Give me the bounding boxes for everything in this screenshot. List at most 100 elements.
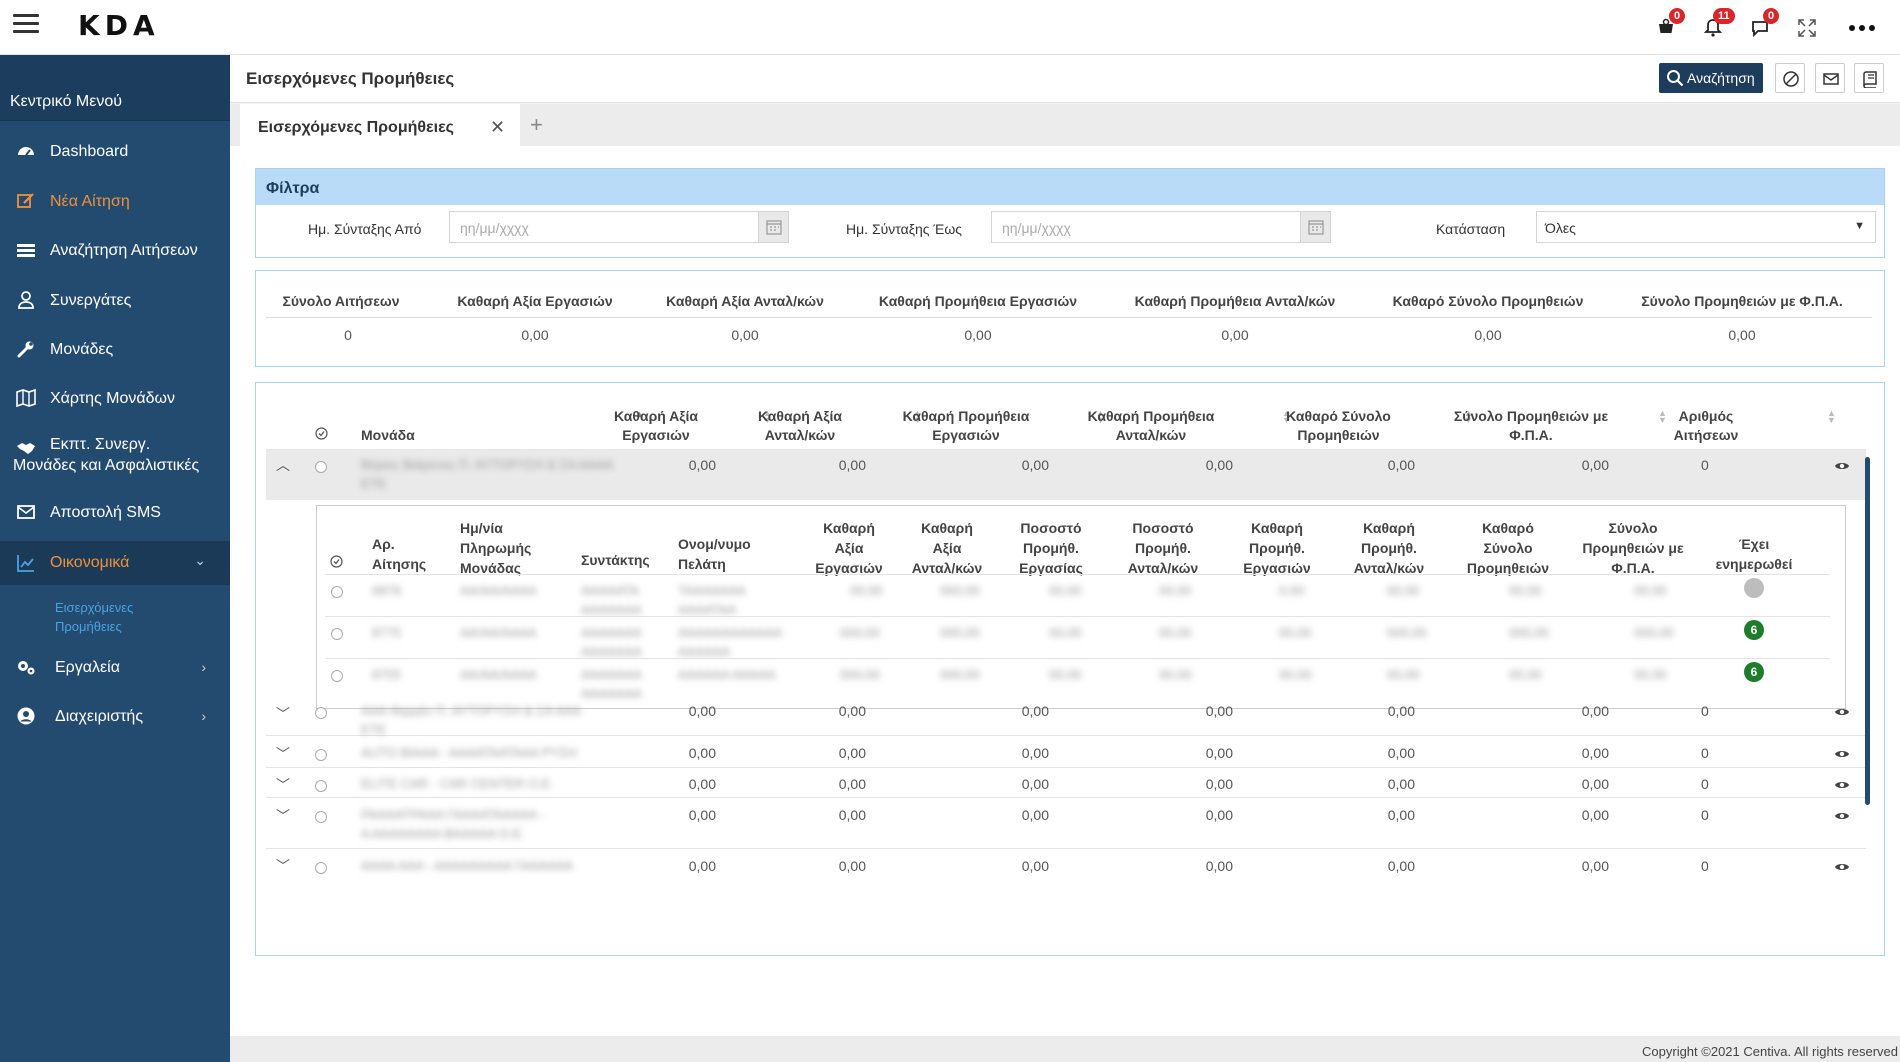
column-header-net-work-commission[interactable]: Καθαρή Προμήθεια Εργασιών [902, 408, 1030, 443]
sidebar-item-discount-partners[interactable]: Εκπτ. Συνεργ. Μονάδες και Ασφαλιστικές [0, 430, 230, 480]
detail-header-net-work-value[interactable]: Καθαρή Αξία Εργασιών [815, 520, 883, 576]
sidebar-item-tools[interactable]: Εργαλεία › [0, 651, 230, 685]
row-radio[interactable] [315, 461, 327, 473]
view-eye-icon[interactable] [1834, 706, 1850, 718]
more-options-button[interactable] [1843, 8, 1881, 46]
cell-value: 0,00 [1581, 776, 1609, 792]
detail-header-total-commission-vat[interactable]: Σύνολο Προμηθειών με Φ.Π.Α. [1582, 520, 1684, 576]
column-header-net-parts-value[interactable]: Καθαρή Αξία Ανταλ/κών [758, 408, 842, 443]
view-eye-icon[interactable] [1834, 460, 1850, 472]
date-from-field[interactable]: ηη/μμ/χχχχ [449, 211, 789, 243]
grid-scrollbar[interactable] [1865, 457, 1870, 805]
chat-notifications-button[interactable]: 0 [1743, 8, 1780, 44]
column-header-net-total-commission[interactable]: Καθαρό Σύνολο Προμηθειών [1286, 408, 1391, 443]
chevron-right-icon: › [201, 708, 206, 724]
sort-asc-icon[interactable]: ▲ [635, 409, 644, 419]
expand-row-icon[interactable]: ﹀ [276, 808, 290, 824]
sort-icon[interactable]: ▲ ▼ [1658, 408, 1667, 425]
add-tab-icon[interactable]: + [530, 112, 543, 137]
row-radio[interactable] [315, 780, 327, 792]
detail-header-updated[interactable]: Έχει ενημερωθεί [1715, 536, 1793, 572]
sidebar-item-units[interactable]: Μονάδες [0, 333, 230, 367]
detail-header-net-parts-value[interactable]: Καθαρή Αξία Ανταλ/κών [911, 520, 983, 576]
date-to-label: Ημ. Σύνταξης Έως [846, 221, 963, 237]
select-all-checkbox-icon[interactable] [315, 427, 328, 440]
calendar-icon[interactable] [1300, 212, 1330, 242]
export-button[interactable] [1854, 63, 1884, 93]
detail-cell: 00,00 [1279, 625, 1312, 640]
menu-toggle-icon[interactable] [13, 14, 39, 34]
bell-notifications-button[interactable]: 11 [1696, 8, 1735, 44]
email-button[interactable] [1815, 63, 1845, 93]
expand-row-icon[interactable]: ﹀ [276, 858, 290, 874]
totals-value: 0,00 [731, 327, 759, 343]
tab-bar: Εισερχόμενες Προμήθειες ✕ + [230, 104, 1900, 146]
sidebar-item-dashboard[interactable]: Dashboard [0, 136, 230, 170]
detail-cell: 000,00 [1387, 625, 1427, 640]
sidebar-item-search-requests[interactable]: Αναζήτηση Αιτήσεων [0, 234, 230, 268]
sidebar-item-administrator[interactable]: Διαχειριστής › [0, 700, 230, 734]
sidebar-item-label: Χάρτης Μονάδων [50, 390, 176, 407]
row-radio[interactable] [315, 862, 327, 874]
sidebar-subitem-incoming-commissions[interactable]: Εισερχόμενες Προμήθειες [55, 598, 133, 636]
table-row[interactable] [266, 450, 1866, 500]
detail-header-net-parts-commission[interactable]: Καθαρή Προμήθ. Ανταλ/κών [1353, 520, 1425, 576]
detail-header-net-work-commission[interactable]: Καθαρή Προμήθ. Εργασιών [1243, 520, 1311, 576]
select-all-checkbox-icon[interactable] [330, 555, 343, 568]
clear-filters-button[interactable] [1775, 63, 1805, 93]
cell-value: 0,00 [1387, 776, 1415, 792]
expand-row-icon[interactable]: ﹀ [276, 746, 290, 762]
search-button[interactable]: Αναζήτηση [1659, 63, 1763, 93]
divider [325, 574, 1830, 575]
detail-header-author[interactable]: Συντάκτης [581, 552, 650, 568]
expand-row-icon[interactable]: ﹀ [276, 777, 290, 793]
date-to-field[interactable]: ηη/μμ/χχχχ [991, 211, 1331, 243]
row-radio[interactable] [315, 707, 327, 719]
detail-cell: 00,00 [1634, 583, 1667, 598]
view-eye-icon[interactable] [1834, 810, 1850, 822]
detail-header-net-total-commission[interactable]: Καθαρό Σύνολο Προμηθειών [1466, 520, 1550, 576]
row-radio[interactable] [315, 811, 327, 823]
cart-notifications-button[interactable]: 0 [1649, 8, 1686, 44]
detail-cell: 00,00 [1509, 667, 1542, 682]
cell-value: 0,00 [1205, 807, 1233, 823]
row-radio[interactable] [331, 628, 343, 640]
row-radio[interactable] [331, 670, 343, 682]
sort-icon[interactable]: ▲ ▼ [913, 408, 922, 425]
detail-header-work-commission-pct[interactable]: Ποσοστό Προμήθ. Εργασίας [1019, 520, 1083, 576]
row-radio[interactable] [331, 586, 343, 598]
cell-value: 0,00 [688, 745, 716, 761]
sidebar-item-financials[interactable]: Οικονομικά ⌄ [0, 541, 230, 585]
calendar-icon[interactable] [758, 212, 788, 242]
sort-icon[interactable]: ▲ ▼ [763, 408, 772, 425]
sort-icon[interactable]: ▲ ▼ [1096, 408, 1105, 425]
column-header-request-count[interactable]: Αριθμός Αιτήσεων [1673, 408, 1739, 443]
view-eye-icon[interactable] [1834, 779, 1850, 791]
sidebar-item-units-map[interactable]: Χάρτης Μονάδων [0, 382, 230, 416]
sidebar-item-send-sms[interactable]: Αποστολή SMS [0, 496, 230, 530]
detail-header-customer-name[interactable]: Ονομ/νυμο Πελάτη [678, 536, 751, 572]
sort-icon[interactable]: ▲ ▼ [1464, 408, 1473, 425]
expand-row-icon[interactable]: ﹀ [276, 706, 290, 722]
view-eye-icon[interactable] [1834, 861, 1850, 873]
column-header-total-commission-vat[interactable]: Σύνολο Προμηθειών με Φ.Π.Α. [1453, 408, 1609, 443]
column-header-net-work-value[interactable]: Καθαρή Αξία Εργασιών [614, 408, 698, 443]
sidebar-item-new-request[interactable]: Νέα Αίτηση [0, 185, 230, 219]
view-eye-icon[interactable] [1834, 748, 1850, 760]
sort-icon[interactable]: ▲ ▼ [1282, 408, 1291, 425]
tab-incoming-commissions[interactable]: Εισερχόμενες Προμήθειες ✕ [240, 104, 520, 146]
detail-header-request-no[interactable]: Αρ. Αίτησης [372, 536, 427, 572]
status-select[interactable]: Όλες ▼ [1536, 211, 1876, 243]
column-header-unit[interactable]: Μονάδα [361, 427, 415, 443]
row-radio[interactable] [315, 749, 327, 761]
detail-header-payment-date[interactable]: Ημ/νία Πληρωμής Μονάδας [460, 520, 532, 576]
fullscreen-button[interactable] [1790, 10, 1824, 44]
totals-header: Σύνολο Προμηθειών με Φ.Π.Α. [1641, 293, 1843, 309]
collapse-row-icon[interactable]: ︿ [276, 457, 290, 473]
close-icon[interactable]: ✕ [490, 117, 506, 137]
sort-icon[interactable]: ▲ ▼ [1827, 408, 1836, 425]
detail-header-parts-commission-pct[interactable]: Ποσοστό Προμήθ. Ανταλ/κών [1127, 520, 1199, 576]
sidebar-item-partners[interactable]: Συνεργάτες [0, 284, 230, 318]
column-header-net-parts-commission[interactable]: Καθαρή Προμήθεια Ανταλ/κών [1087, 408, 1215, 443]
search-icon [1667, 70, 1684, 87]
